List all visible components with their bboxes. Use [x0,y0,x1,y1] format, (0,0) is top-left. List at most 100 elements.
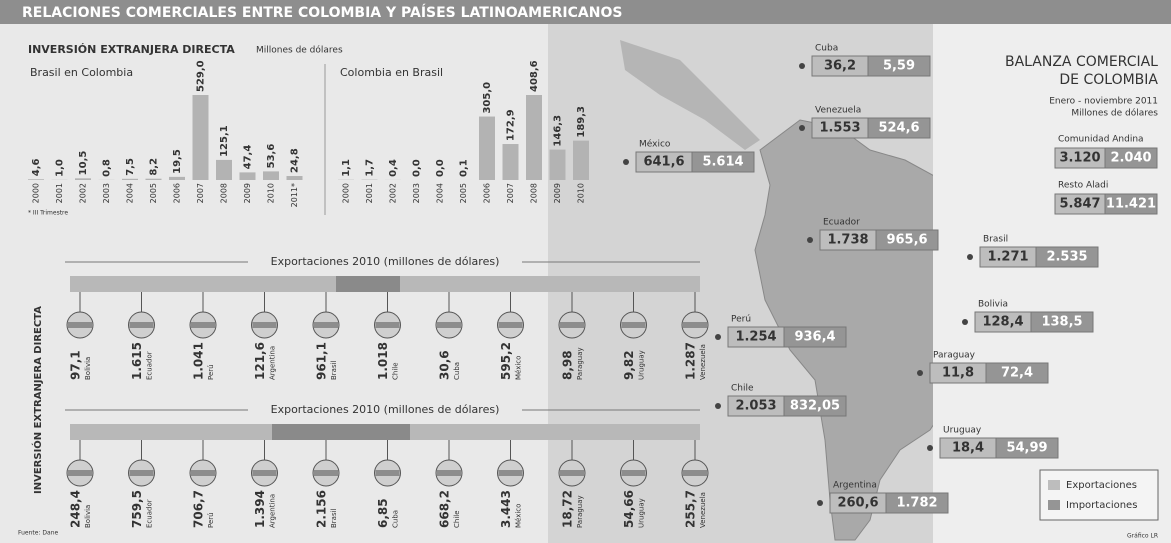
header-bar [0,0,1171,24]
country-name: México [515,356,523,380]
value-label: 172,9 [506,109,517,141]
x-tick-label: 2008 [220,183,229,203]
side-label: INVERSIÓN EXTRANJERA DIRECTA [31,306,44,494]
export-value: 759,5 [130,490,144,528]
x-tick-label: 2003 [102,183,111,203]
export-value: 595,2 [499,342,513,380]
value-label: 1,0 [55,159,66,177]
x-tick-label: 2006 [173,183,182,203]
balance-title: DE COLOMBIA [1059,72,1158,88]
export-value: 248,4 [69,490,83,528]
import-box [875,229,939,251]
map-dot [917,370,923,376]
map-dot [962,319,968,325]
export-text: 36,2 [824,59,856,74]
bar [263,171,279,180]
x-tick-label: 2000 [342,183,351,203]
group-label: Comunidad Andina [1058,135,1144,145]
import-text: 5,59 [883,59,915,74]
bar [169,176,185,180]
export-value: 1.018 [376,342,390,380]
x-tick-label: 2009 [553,183,562,203]
x-tick-label: 2006 [483,183,492,203]
import-box [691,151,755,173]
value-label: 1,1 [341,159,352,177]
map-dot [799,125,805,131]
export-value: 97,1 [69,350,83,380]
import-box [1104,147,1158,169]
flag-stripe [498,322,523,328]
export-text: 1.254 [735,330,776,345]
country-label: Brasil [983,235,1008,245]
country-name: Chile [453,510,461,528]
export-value: 1.287 [684,342,698,380]
value-label: 0,8 [102,159,113,177]
country-name: Bolivia [84,357,92,380]
country-name: Bolivia [84,505,92,528]
country-name: Paraguay [576,347,584,380]
chart-title: Colombia en Brasil [340,66,443,79]
value-label: 529,0 [196,60,207,92]
value-label: 305,0 [482,82,493,114]
x-tick-label: 2008 [530,183,539,203]
legend-box [1039,469,1159,521]
value-label: 8,2 [149,158,160,176]
import-box [1030,311,1094,333]
value-label: 0,0 [435,159,446,177]
bar [192,95,209,180]
export-text: 128,4 [982,315,1023,330]
export-value: 8,98 [561,350,575,380]
value-label: 1,7 [365,159,376,177]
flag-stripe [375,470,400,476]
value-label: 7,5 [125,158,136,176]
value-label: 10,5 [78,151,89,176]
value-label: 0,0 [412,159,423,177]
central-america [620,40,760,150]
bar [526,95,542,180]
row-title: Exportaciones 2010 (millones de dólares) [271,403,500,416]
flag-stripe [437,470,461,476]
x-tick-label: 2010 [577,183,586,203]
country-name: Venezuela [699,344,707,380]
country-label: Chile [731,384,754,394]
export-text: 1.553 [819,121,860,136]
value-label: 47,4 [243,145,254,170]
flag-stripe [252,470,277,476]
x-tick-label: 2005 [459,183,468,203]
group-label: Resto Aladi [1058,181,1108,191]
export-text: 2.053 [735,399,776,414]
import-text: 936,4 [794,330,835,345]
flag-stripe [68,470,92,476]
country-name: Cuba [392,510,400,528]
export-value: 3.443 [499,490,513,528]
x-tick-label: 2002 [79,183,88,203]
bar [479,116,495,180]
import-text: 2.040 [1110,151,1151,166]
flag-stripe [129,322,154,328]
country-name: Perú [207,364,215,380]
import-text: 1.782 [896,496,937,511]
country-label: Ecuador [823,218,860,228]
import-box [867,117,931,139]
bar [549,149,566,180]
credit: Gráfico LR [1127,533,1158,540]
country-label: México [639,139,671,150]
export-value: 121,6 [253,342,267,380]
value-label: 189,3 [576,106,587,138]
export-value: 1.394 [253,490,267,528]
balance-title: BALANZA COMERCIAL [1005,54,1158,70]
flag-stripe [683,470,707,476]
export-text: 1.738 [827,233,868,248]
flag-stripe [560,470,584,476]
export-text: 11,8 [942,366,974,381]
country-label: Paraguay [933,351,976,361]
import-box [867,55,931,77]
import-text: 524,6 [878,121,919,136]
country-label: Cuba [815,44,838,54]
import-text: 72,4 [1001,366,1033,381]
legend-label: Importaciones [1066,500,1137,511]
export-value: 2.156 [315,490,329,528]
country-name: Ecuador [146,499,154,528]
export-value: 54,66 [622,490,636,528]
timeline-accent [336,276,400,292]
